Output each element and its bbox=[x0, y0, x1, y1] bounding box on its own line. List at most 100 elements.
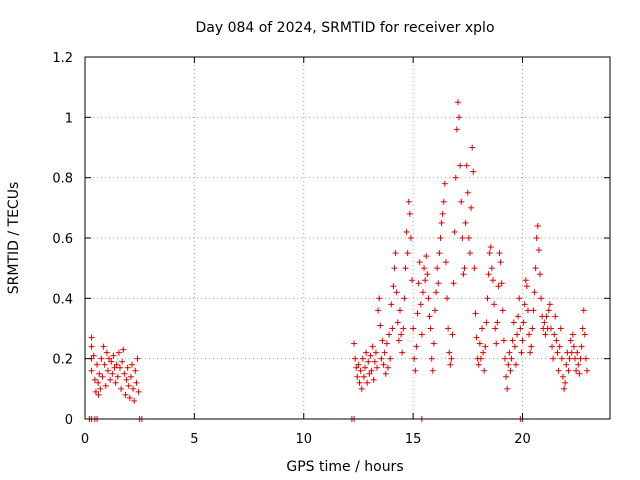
data-point bbox=[115, 349, 122, 356]
data-point bbox=[123, 376, 130, 383]
data-point bbox=[423, 253, 430, 260]
data-point bbox=[353, 364, 360, 371]
data-point bbox=[427, 325, 434, 332]
data-point bbox=[503, 373, 510, 380]
data-point bbox=[134, 355, 141, 362]
data-point bbox=[479, 325, 486, 332]
data-point bbox=[389, 325, 396, 332]
data-point bbox=[546, 301, 553, 308]
data-point bbox=[391, 265, 398, 272]
data-point bbox=[91, 376, 98, 383]
data-point bbox=[107, 376, 114, 383]
data-point bbox=[430, 340, 437, 347]
data-point bbox=[471, 265, 478, 272]
data-point bbox=[494, 319, 501, 326]
y-tick-label: 0.2 bbox=[52, 353, 73, 368]
axis-ticks: 0 5 10 15 20 0 0.2 0.4 0.6 0.8 1 1.2 bbox=[52, 51, 610, 447]
data-point bbox=[419, 289, 426, 296]
data-point bbox=[493, 340, 500, 347]
data-point bbox=[579, 325, 586, 332]
data-point bbox=[464, 189, 471, 196]
data-point bbox=[565, 367, 572, 374]
data-point bbox=[556, 343, 563, 350]
data-point bbox=[538, 295, 545, 302]
data-point bbox=[125, 382, 132, 389]
data-point bbox=[360, 373, 367, 380]
data-point bbox=[575, 361, 582, 368]
data-point bbox=[508, 355, 515, 362]
data-point bbox=[452, 174, 459, 181]
data-point bbox=[554, 349, 561, 356]
data-point bbox=[109, 370, 116, 377]
data-point bbox=[468, 204, 475, 211]
data-point bbox=[384, 364, 391, 371]
data-point bbox=[486, 250, 493, 257]
data-point bbox=[413, 343, 420, 350]
data-point bbox=[370, 376, 377, 383]
data-point bbox=[500, 337, 507, 344]
data-point bbox=[394, 319, 401, 326]
data-point bbox=[467, 250, 473, 257]
data-point bbox=[436, 250, 443, 257]
data-point bbox=[531, 289, 538, 296]
data-point bbox=[378, 355, 385, 362]
data-point bbox=[523, 283, 530, 290]
data-point bbox=[537, 271, 543, 278]
data-point bbox=[433, 289, 440, 296]
data-point bbox=[441, 180, 448, 187]
data-point bbox=[518, 349, 525, 356]
data-point bbox=[566, 355, 573, 362]
data-point bbox=[555, 367, 562, 374]
data-point bbox=[412, 367, 419, 374]
data-point bbox=[369, 343, 376, 350]
data-point bbox=[459, 235, 466, 241]
data-point bbox=[584, 367, 591, 374]
data-point bbox=[362, 364, 368, 371]
data-point bbox=[133, 379, 140, 386]
data-point bbox=[438, 219, 445, 226]
data-point bbox=[113, 361, 120, 368]
data-point bbox=[434, 265, 441, 272]
data-point bbox=[547, 325, 554, 332]
data-point bbox=[380, 361, 387, 368]
data-point bbox=[450, 280, 457, 287]
data-point bbox=[415, 280, 422, 287]
y-tick-label: 0.6 bbox=[52, 232, 73, 247]
data-point bbox=[401, 295, 408, 302]
data-point bbox=[457, 162, 464, 169]
data-point bbox=[97, 385, 104, 392]
data-point bbox=[117, 364, 123, 371]
data-point bbox=[411, 355, 418, 362]
y-tick-label: 1.2 bbox=[52, 51, 73, 66]
data-point bbox=[526, 331, 533, 338]
data-point bbox=[416, 259, 423, 266]
data-point bbox=[514, 331, 521, 338]
data-point bbox=[567, 337, 574, 344]
data-point bbox=[482, 343, 489, 350]
data-point bbox=[429, 367, 436, 374]
data-point bbox=[359, 355, 366, 362]
data-point bbox=[528, 343, 535, 350]
data-point bbox=[351, 340, 358, 347]
data-point bbox=[505, 361, 512, 368]
data-point bbox=[519, 337, 526, 344]
y-tick-label: 0.4 bbox=[52, 292, 73, 307]
data-point bbox=[437, 235, 444, 241]
data-point bbox=[132, 367, 139, 374]
data-point bbox=[499, 307, 506, 314]
data-point bbox=[442, 259, 449, 266]
data-point bbox=[355, 361, 362, 368]
data-point bbox=[509, 337, 516, 344]
data-point bbox=[400, 325, 407, 332]
data-point bbox=[354, 373, 361, 380]
data-point bbox=[127, 373, 134, 380]
data-point bbox=[522, 277, 529, 284]
data-point bbox=[527, 349, 534, 356]
data-point bbox=[492, 325, 499, 332]
data-point bbox=[104, 367, 111, 374]
data-point bbox=[517, 325, 524, 332]
data-point bbox=[481, 367, 488, 374]
data-point bbox=[453, 126, 460, 133]
data-point bbox=[561, 385, 568, 392]
